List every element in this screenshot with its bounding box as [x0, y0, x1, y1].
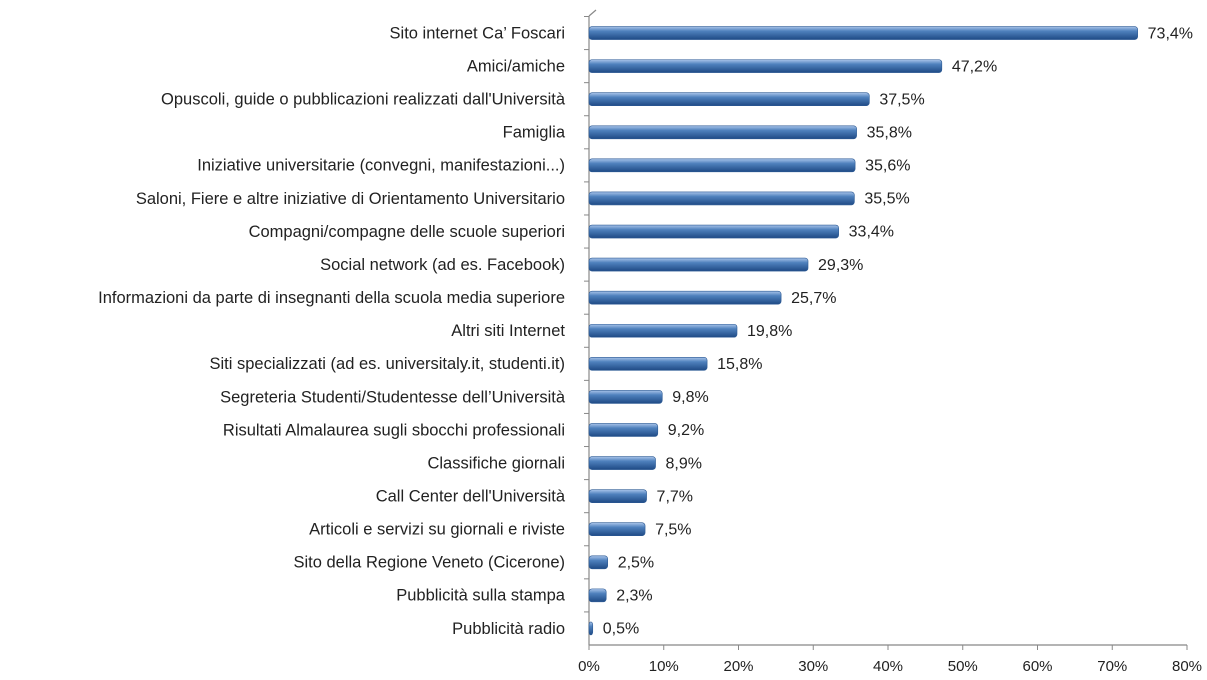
bar — [588, 158, 856, 173]
category-label: Famiglia — [503, 124, 566, 142]
x-tick-label: 40% — [873, 658, 903, 675]
value-label: 25,7% — [791, 290, 836, 307]
bar — [588, 423, 659, 437]
bar — [588, 588, 607, 603]
category-label: Opuscoli, guide o pubblicazioni realizza… — [161, 91, 566, 109]
bar — [588, 489, 647, 503]
category-label: Articoli e servizi su giornali e riviste — [309, 521, 565, 539]
value-label: 9,8% — [672, 389, 708, 406]
value-label: 7,5% — [655, 521, 691, 538]
value-label: 15,8% — [717, 356, 762, 373]
value-label: 0,5% — [603, 621, 639, 638]
category-label: Siti specializzati (ad es. universitaly.… — [210, 355, 566, 373]
category-label: Saloni, Fiere e altre iniziative di Orie… — [136, 190, 565, 208]
bar — [588, 555, 608, 570]
bar — [588, 224, 839, 239]
category-label: Altri siti Internet — [451, 322, 565, 340]
bar — [588, 357, 708, 371]
category-label: Amici/amiche — [467, 57, 565, 75]
value-label: 35,5% — [864, 191, 909, 208]
category-label: Segreteria Studenti/Studentesse dell’Uni… — [220, 388, 566, 406]
bar — [588, 92, 870, 106]
x-tick-label: 0% — [578, 658, 600, 675]
x-tick-label: 20% — [723, 658, 753, 675]
value-label: 29,3% — [818, 257, 863, 274]
bar — [588, 522, 646, 537]
x-tick-label: 80% — [1172, 658, 1202, 675]
x-tick-label: 70% — [1097, 658, 1127, 675]
value-label: 73,4% — [1148, 25, 1193, 42]
value-label: 8,9% — [666, 455, 702, 472]
category-label: Iniziative universitarie (convegni, mani… — [197, 157, 565, 175]
category-label: Informazioni da parte di insegnanti dell… — [98, 289, 565, 307]
y-axis-depth — [588, 9, 597, 17]
bar — [588, 621, 594, 636]
bar — [588, 59, 943, 73]
bar — [588, 191, 855, 206]
x-tick-label: 50% — [948, 658, 978, 675]
value-label: 2,5% — [618, 555, 654, 572]
value-label: 35,6% — [865, 158, 910, 175]
value-label: 2,3% — [616, 588, 652, 605]
bar — [588, 390, 663, 404]
category-label: Compagni/compagne delle scuole superiori — [249, 223, 565, 241]
category-label: Pubblicità sulla stampa — [396, 587, 566, 605]
category-label: Sito della Regione Veneto (Cicerone) — [293, 554, 565, 572]
category-label: Risultati Almalaurea sugli sbocchi profe… — [223, 421, 565, 439]
bar — [588, 290, 782, 305]
bar — [588, 323, 738, 338]
category-label: Social network (ad es. Facebook) — [320, 256, 565, 274]
value-label: 47,2% — [952, 58, 997, 75]
bar — [588, 125, 857, 140]
value-label: 37,5% — [879, 91, 924, 108]
bar — [588, 257, 809, 272]
value-label: 9,2% — [668, 422, 704, 439]
category-label: Classifiche giornali — [427, 454, 565, 472]
x-tick-label: 60% — [1022, 658, 1052, 675]
category-label: Pubblicità radio — [452, 620, 565, 638]
bar — [588, 456, 656, 470]
x-tick-label: 10% — [649, 658, 679, 675]
category-label: Call Center dell'Università — [376, 488, 566, 506]
value-label: 19,8% — [747, 323, 792, 340]
bar — [588, 26, 1138, 40]
x-tick-label: 30% — [798, 658, 828, 675]
category-label: Sito internet Ca’ Foscari — [390, 24, 565, 42]
value-label: 7,7% — [657, 488, 693, 505]
value-label: 35,8% — [867, 124, 912, 141]
value-label: 33,4% — [849, 224, 894, 241]
